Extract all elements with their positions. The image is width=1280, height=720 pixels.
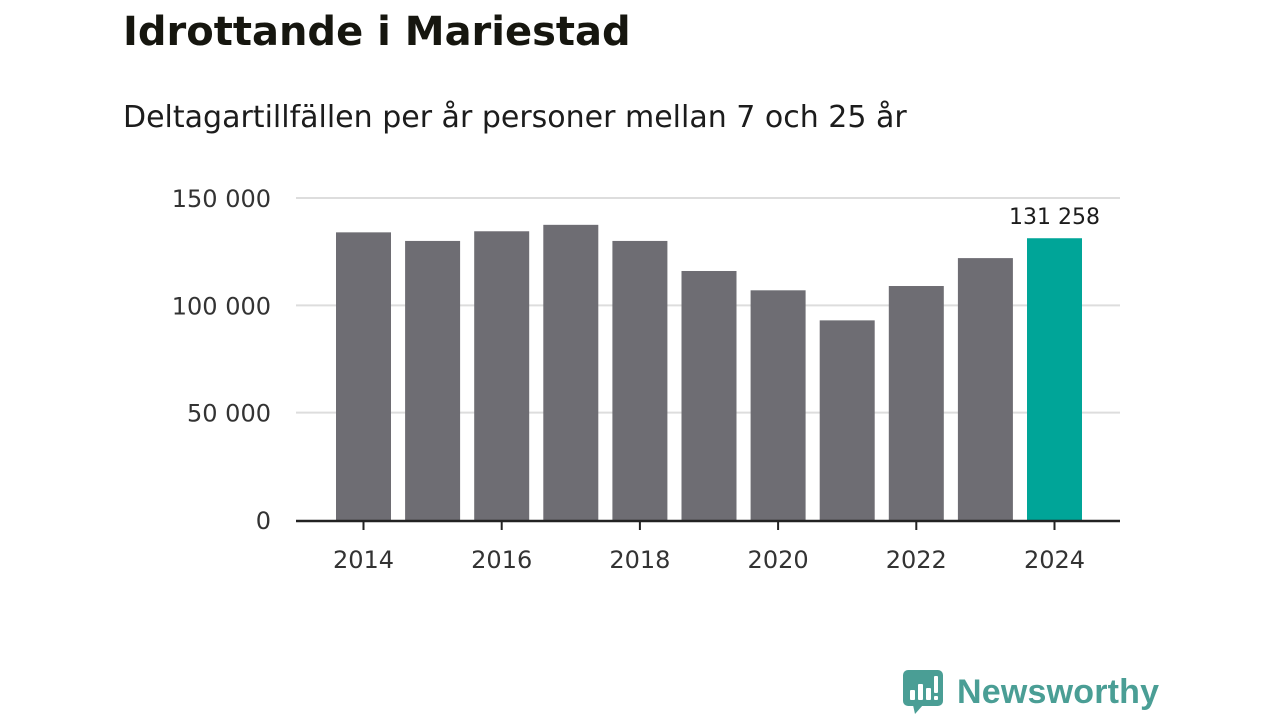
y-tick-label: 100 000 xyxy=(172,292,271,320)
bar xyxy=(750,290,806,520)
data-label-highlight: 131 258 xyxy=(1009,205,1100,230)
chart-subtitle: Deltagartillfällen per år personer mella… xyxy=(123,100,907,135)
x-tick-label: 2014 xyxy=(333,546,394,574)
x-tick-label: 2016 xyxy=(471,546,532,574)
y-tick-label: 50 000 xyxy=(187,400,271,428)
x-axis-tick-labels: 2014 2016 2018 2020 2022 2024 xyxy=(333,546,1085,574)
y-axis-tick-labels: 0 50 000 100 000 150 000 xyxy=(172,185,271,535)
x-tick-label: 2018 xyxy=(609,546,670,574)
x-tick-label: 2024 xyxy=(1024,546,1085,574)
brand-name: Newsworthy xyxy=(957,672,1160,711)
newsworthy-brand: Newsworthy xyxy=(903,670,1159,714)
data-labels: 131 258 xyxy=(1009,205,1100,230)
bar xyxy=(612,240,668,520)
bar xyxy=(681,270,737,520)
x-tick-label: 2020 xyxy=(748,546,809,574)
y-tick-label: 0 xyxy=(256,507,271,535)
chart-title: Idrottande i Mariestad xyxy=(123,9,631,55)
bar xyxy=(336,232,391,520)
bar xyxy=(405,240,461,520)
bars xyxy=(336,224,1082,521)
bar xyxy=(957,258,1013,520)
bar-highlight xyxy=(1027,238,1082,520)
bar xyxy=(819,320,875,520)
x-axis xyxy=(296,519,1120,530)
bar xyxy=(474,231,530,521)
x-tick-label: 2022 xyxy=(886,546,947,574)
newsworthy-logo-icon xyxy=(903,670,943,714)
bar xyxy=(543,224,599,521)
bar xyxy=(888,286,944,520)
y-tick-label: 150 000 xyxy=(172,185,271,213)
